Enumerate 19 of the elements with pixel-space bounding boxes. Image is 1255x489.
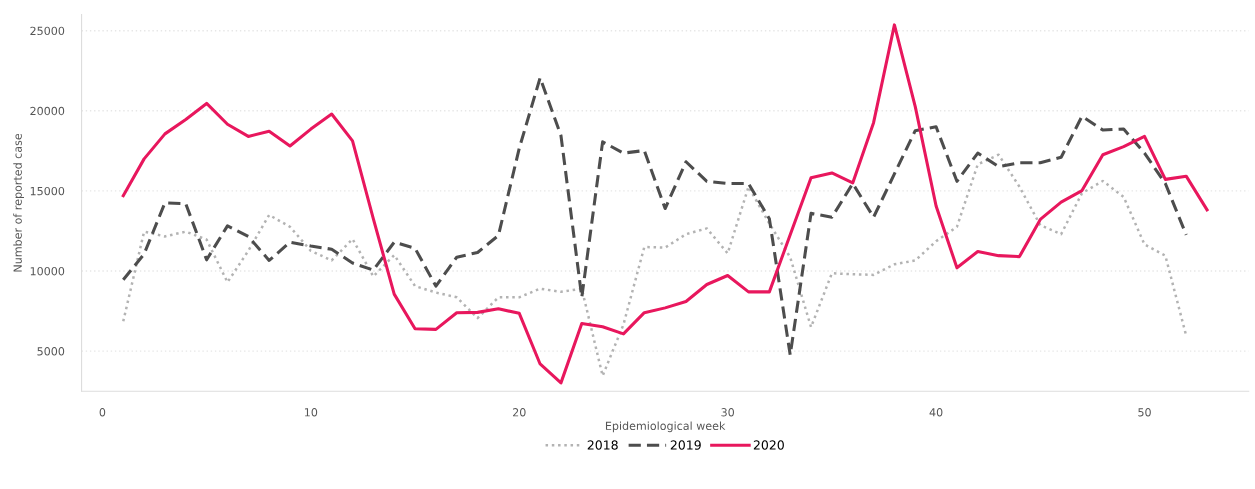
line-series <box>121 23 1209 385</box>
x-tick-label: 20 <box>513 408 526 417</box>
y-tick-label: 20000 <box>30 106 65 116</box>
y-axis-title: Number of reported case <box>13 133 25 272</box>
line-series <box>122 153 1188 378</box>
legend-label: 2019 <box>670 440 701 450</box>
y-tick-label: 25000 <box>30 26 65 36</box>
line-series <box>121 76 1188 357</box>
x-tick-label: 40 <box>929 408 943 417</box>
y-tick-label: 10000 <box>30 267 65 276</box>
x-tick-label: 50 <box>1138 408 1151 417</box>
legend-label: 2020 <box>753 440 784 450</box>
legend-label: 2018 <box>587 440 618 450</box>
y-tick-label: 15000 <box>30 186 65 196</box>
x-tick-label: 0 <box>99 408 106 417</box>
x-tick-label: 30 <box>721 408 735 417</box>
x-axis-title: Epidemiological week <box>605 421 726 433</box>
y-tick-label: 5000 <box>37 347 65 356</box>
x-tick-label: 10 <box>304 408 318 417</box>
